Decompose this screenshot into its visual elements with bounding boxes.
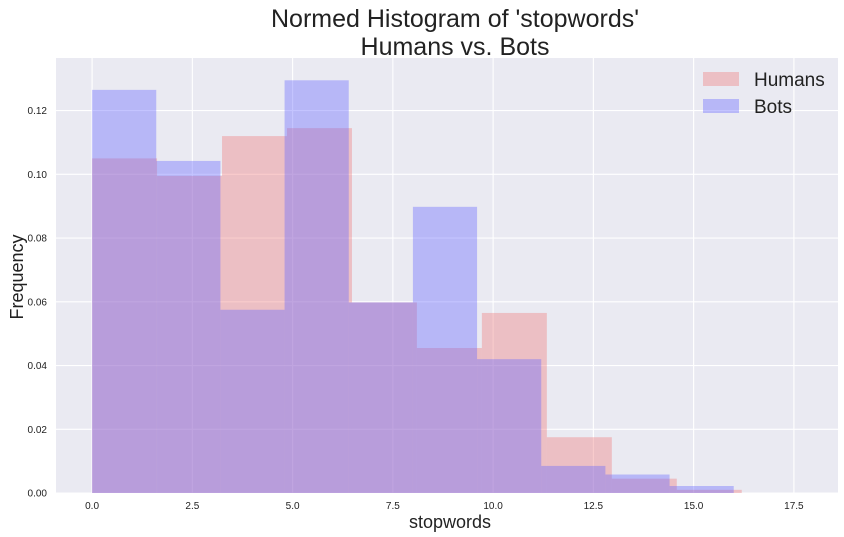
histogram-bars [92,80,742,494]
y-tick-label: 0.04 [28,361,48,372]
humans-bar [481,312,547,493]
humans-bar [611,478,677,493]
x-tick-label: 15.0 [684,501,704,512]
humans-bar [546,437,612,493]
plot-area [56,58,838,493]
y-tick-label: 0.10 [28,170,48,181]
bots-legend-swatch [703,99,739,113]
humans-bar [157,175,223,493]
bots-bar [412,206,478,494]
y-axis-ticks: 0.00 0.02 0.04 0.06 0.08 0.10 0.12 [28,106,48,499]
x-axis-label: stopwords [409,512,491,532]
humans-bar [676,489,742,493]
legend: Humans Bots [703,70,825,118]
x-tick-label: 17.5 [784,501,804,512]
x-tick-label: 2.5 [185,501,199,512]
humans-legend-swatch [703,72,739,86]
bots-bar [541,465,606,493]
x-tick-label: 0.0 [85,501,99,512]
bots-bar [156,160,221,493]
bots-bar [284,80,349,494]
chart-subtitle: Humans vs. Bots [361,33,550,61]
bots-bar [348,302,413,493]
humans-legend-label: Humans [754,70,825,91]
y-tick-label: 0.08 [28,234,48,245]
humans-bar [416,348,482,493]
y-tick-label: 0.06 [28,297,48,308]
y-tick-label: 0.12 [28,106,48,117]
humans-bar [351,302,417,493]
grid-lines [56,58,838,494]
bots-legend-label: Bots [754,97,792,118]
humans-bar [92,158,158,493]
y-tick-label: 0.02 [28,425,48,436]
bots-bar [220,309,285,493]
bots-bar [92,89,157,493]
x-tick-label: 5.0 [286,501,300,512]
humans-bar [222,136,287,494]
y-axis-label: Frequency [7,234,27,319]
bots-bar [605,474,670,493]
x-axis-ticks: 0.0 2.5 5.0 7.5 10.0 12.5 15.0 17.5 [85,501,804,512]
bots-bar [669,485,734,493]
bots-bar [477,359,542,493]
x-tick-label: 10.0 [483,501,503,512]
humans-bar [286,128,352,493]
chart-title: Normed Histogram of 'stopwords' [271,5,639,33]
y-tick-label: 0.00 [28,489,48,500]
x-tick-label: 7.5 [386,501,400,512]
x-tick-label: 12.5 [584,501,604,512]
